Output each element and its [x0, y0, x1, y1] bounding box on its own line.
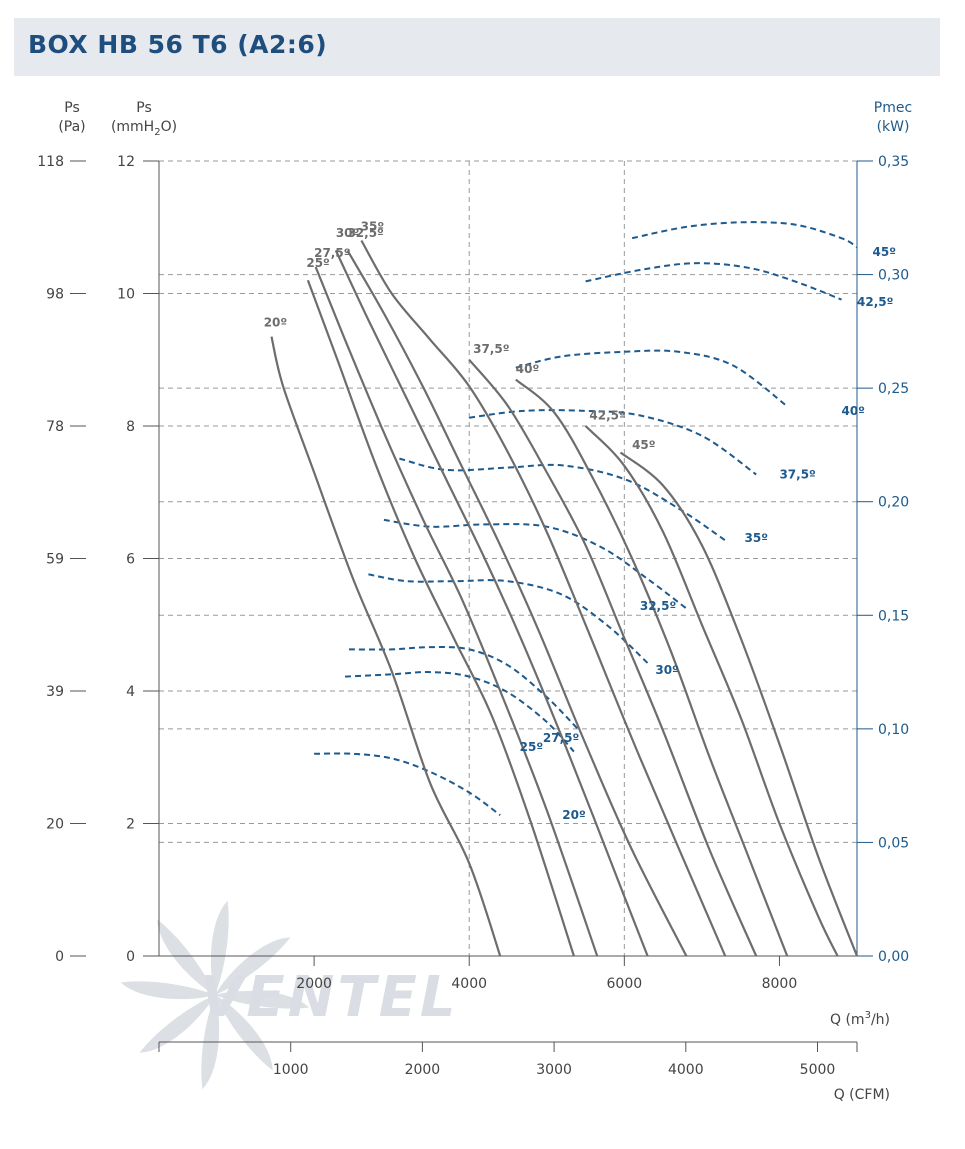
power-curve-label: 20º: [562, 808, 586, 822]
power-curve: [399, 457, 726, 542]
q-cfm-tick-label: 3000: [536, 1062, 572, 1078]
power-curve-label: 42,5º: [857, 295, 894, 309]
fan-blade: [215, 995, 273, 1071]
power-curve: [469, 409, 757, 476]
pressure-curve: [270, 336, 502, 957]
power-curve-label: 27,5º: [543, 731, 580, 745]
pressure-curve: [360, 239, 727, 957]
ps-mmh2o-tick-label: 10: [117, 287, 135, 303]
ps-mmh2o-tick-label: 6: [126, 552, 135, 568]
q-m3h-axis-label: Q (m3/h): [830, 1010, 890, 1028]
fan-blade: [215, 990, 310, 1009]
pmec-tick-label: 0,25: [878, 381, 909, 397]
power-curve-label: 37,5º: [779, 467, 816, 481]
q-m3h-tick-label: 4000: [451, 976, 487, 992]
ps-mmh2o-unit: (mmH2O): [111, 119, 177, 138]
q-cfm-axis-label: Q (CFM): [834, 1087, 890, 1103]
q-cfm-tick-label: 5000: [800, 1062, 836, 1078]
pmec-tick-label: 0,00: [878, 949, 909, 965]
power-curve-label: 25º: [520, 740, 544, 754]
fan-blade: [210, 900, 229, 995]
power-curve: [368, 573, 649, 664]
fan-blade: [215, 937, 291, 995]
q-m3h-tick-label: 6000: [607, 976, 643, 992]
pmec-tick-label: 0,15: [878, 608, 909, 624]
pressure-curve-label: 42,5º: [589, 408, 626, 422]
logo-text: VENTEL: [200, 965, 459, 1030]
q-m3h-tick-label: 8000: [762, 976, 798, 992]
ps-pa-tick-label: 118: [37, 154, 64, 170]
power-curves: [314, 221, 858, 817]
fan-blade: [157, 919, 215, 995]
title-bar: BOX HB 56 T6 (A2:6): [14, 18, 940, 76]
pressure-curve-label: 32,5º: [347, 226, 384, 240]
ps-mmh2o-tick-label: 2: [126, 817, 135, 833]
pmec-tick-label: 0,05: [878, 835, 909, 851]
pressure-curve-label: 40º: [516, 362, 540, 376]
power-curve: [345, 671, 575, 753]
power-curve: [631, 221, 858, 249]
q-cfm-tick-label: 4000: [668, 1062, 704, 1078]
pmec-unit: (kW): [877, 119, 910, 135]
fan-blade-icon: [120, 900, 310, 1090]
chart-title: BOX HB 56 T6 (A2:6): [28, 30, 328, 59]
pressure-curve: [334, 249, 649, 957]
power-curve-label: 32,5º: [640, 599, 677, 613]
axes: [70, 160, 873, 1052]
ps-pa-title: Ps: [64, 100, 80, 116]
pressure-curve-label: 27,5º: [314, 246, 351, 260]
power-curve: [314, 752, 501, 817]
pressure-curve: [468, 359, 758, 957]
pressure-curve: [515, 378, 789, 957]
power-curve-label: 30º: [655, 663, 679, 677]
pressure-curve: [584, 425, 839, 957]
fan-blade: [139, 995, 215, 1053]
pressure-curve: [346, 249, 688, 957]
power-curve-label: 35º: [745, 531, 769, 545]
pressure-curves: [270, 239, 859, 957]
power-curve-label: 40º: [841, 404, 865, 418]
pmec-tick-label: 0,10: [878, 722, 909, 738]
ps-pa-tick-label: 0: [55, 949, 64, 965]
ps-pa-tick-label: 39: [46, 684, 64, 700]
ps-mmh2o-tick-label: 4: [126, 684, 135, 700]
ps-mmh2o-tick-label: 8: [126, 419, 135, 435]
ventel-logo: VENTEL: [120, 900, 459, 1090]
grid-lines: [159, 160, 857, 956]
ps-mmh2o-tick-label: 12: [117, 154, 135, 170]
ps-pa-tick-label: 59: [46, 552, 64, 568]
ps-pa-tick-label: 20: [46, 817, 64, 833]
q-cfm-tick-label: 1000: [273, 1062, 309, 1078]
ps-mmh2o-title: Ps: [136, 100, 152, 116]
pressure-curve-label: 37,5º: [473, 342, 510, 356]
pressure-curve: [314, 266, 599, 957]
pmec-tick-label: 0,30: [878, 268, 909, 284]
power-curve-label: 45º: [873, 245, 897, 259]
power-curve: [515, 349, 788, 408]
power-curve: [348, 646, 579, 730]
ps-pa-unit: (Pa): [58, 119, 85, 135]
pmec-title: Pmec: [874, 100, 912, 116]
pressure-curve-label: 25º: [306, 256, 330, 270]
q-m3h-tick-label: 2000: [296, 976, 332, 992]
power-curve: [585, 262, 842, 301]
q-cfm-tick-label: 2000: [405, 1062, 441, 1078]
fan-blade: [120, 981, 215, 1000]
pressure-curve: [306, 279, 575, 957]
pressure-curve-label: 30º: [336, 226, 360, 240]
pmec-tick-label: 0,35: [878, 154, 909, 170]
pmec-tick-label: 0,20: [878, 495, 909, 511]
ps-pa-tick-label: 98: [46, 287, 64, 303]
ps-mmh2o-tick-label: 0: [126, 949, 135, 965]
pressure-curve-label: 35º: [361, 220, 385, 234]
pressure-curve: [619, 451, 859, 957]
pressure-curve-label: 20º: [264, 316, 288, 330]
curve-labels: 20º25º27,5º30º32,5º35º37,5º40º42,5º45º20…: [264, 220, 897, 823]
ps-pa-tick-label: 78: [46, 419, 64, 435]
pressure-curve-label: 45º: [632, 438, 656, 452]
power-curve: [383, 518, 688, 610]
